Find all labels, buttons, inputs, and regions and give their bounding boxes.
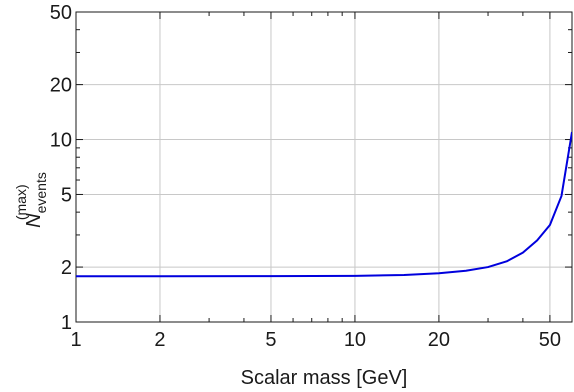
x-tick-label: 20 xyxy=(428,329,450,351)
y-axis-label: Nevents(max) xyxy=(13,172,49,228)
plot-frame xyxy=(75,11,573,323)
series-layer xyxy=(76,131,572,278)
y-axis-label-superscript: (max) xyxy=(13,184,29,220)
plot-border xyxy=(75,11,573,323)
y-tick-label: 50 xyxy=(50,2,72,24)
y-axis-label-symbol: N xyxy=(23,213,45,228)
y-tick-label: 5 xyxy=(61,184,72,206)
y-tick-label: 2 xyxy=(61,257,72,279)
tick-labels: 1 2 5 10 20 50 1 2 5 10 20 50 xyxy=(50,2,561,351)
grid xyxy=(76,12,572,322)
y-tick-label: 10 xyxy=(50,130,72,152)
y-axis-label-subscript: events xyxy=(33,172,49,213)
x-tick-label: 50 xyxy=(539,329,561,351)
series-line xyxy=(76,131,572,278)
x-tick-label: 5 xyxy=(265,329,276,351)
x-tick-label: 10 xyxy=(344,329,366,351)
x-tick-label: 2 xyxy=(154,329,165,351)
axis-ticks xyxy=(75,11,573,323)
x-tick-label: 1 xyxy=(70,329,81,351)
svg-text:Nevents(max): Nevents(max) xyxy=(13,172,49,228)
x-axis-label: Scalar mass [GeV] xyxy=(241,367,408,389)
y-tick-label: 1 xyxy=(61,312,72,334)
y-tick-label: 20 xyxy=(50,75,72,97)
